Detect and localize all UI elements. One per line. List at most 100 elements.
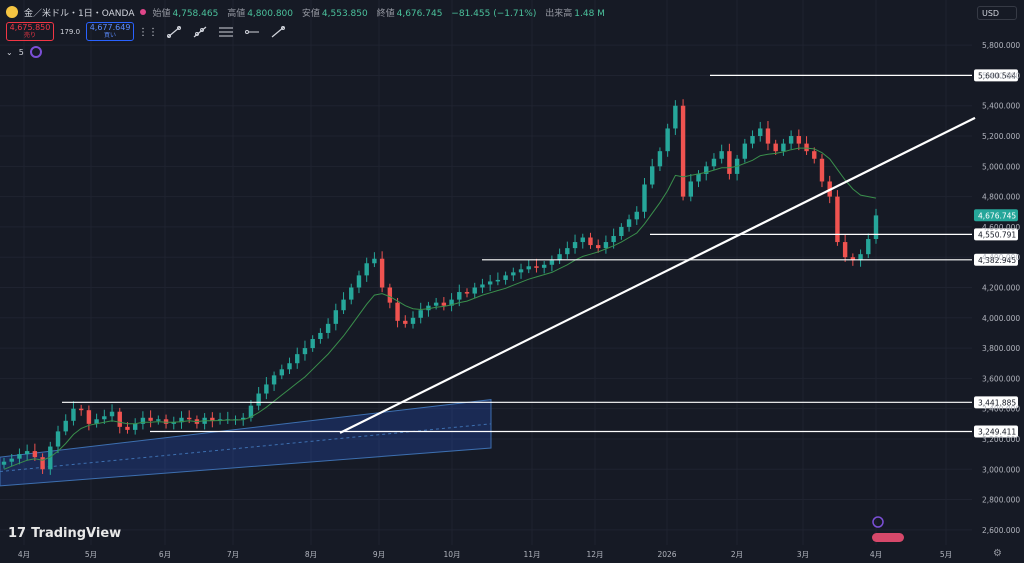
candle-body: [688, 181, 693, 197]
drag-handle-icon[interactable]: ⋮⋮: [138, 26, 158, 38]
economic-events-icon: [872, 533, 904, 542]
candle-body: [650, 166, 655, 185]
x-tick-label: 2026: [657, 550, 676, 559]
candle-body: [256, 393, 261, 406]
y-tick-label: 4,600.000: [982, 223, 1020, 232]
y-tick-label: 4,800.000: [982, 193, 1020, 202]
candle-body: [279, 369, 285, 376]
candle-body: [495, 279, 501, 282]
level-price-label: 4,550.791: [978, 230, 1016, 239]
candle-body: [457, 292, 462, 300]
level-price-tag: [974, 253, 1018, 266]
gold-symbol-icon: [6, 6, 18, 18]
high-value: 4,800.800: [247, 8, 294, 19]
low-value: 4,553.850: [321, 8, 368, 19]
y-tick-label: 3,600.000: [982, 374, 1020, 383]
candle-body: [511, 272, 516, 276]
candle-body: [248, 405, 254, 418]
candle-body: [541, 264, 547, 268]
currency-selector[interactable]: USD: [977, 6, 1017, 20]
brush-tool-icon[interactable]: [270, 25, 286, 39]
candle-body: [295, 354, 300, 364]
tradingview-logo-icon: 𝟭𝟳: [8, 526, 27, 541]
buy-price: 4,677.649: [89, 23, 131, 32]
x-tick-label: 11月: [523, 550, 540, 559]
candle-body: [665, 128, 670, 152]
horizontal-ray-icon[interactable]: [244, 25, 260, 39]
candle-body: [557, 254, 562, 261]
x-tick-label: 5月: [940, 550, 952, 559]
candle-body: [441, 302, 447, 306]
sell-label: 売り: [23, 32, 36, 39]
y-tick-label: 3,400.000: [982, 405, 1020, 414]
y-tick-label: 3,800.000: [982, 344, 1020, 353]
candle-body: [187, 417, 192, 420]
candle-body: [264, 384, 269, 394]
ray-tool-icon[interactable]: [192, 25, 208, 39]
candle-body: [464, 292, 470, 294]
indicator-icon: [29, 46, 42, 58]
symbol-title[interactable]: 金／米ドル・1日・OANDA: [24, 8, 135, 19]
x-tick-label: 8月: [305, 550, 317, 559]
ohlc-values: 始値 4,758.465 高値 4,800.800 安値 4,553.850 終値 4,…: [152, 6, 610, 19]
y-tick-label: 3,200.000: [982, 435, 1020, 444]
close-label: 終値: [376, 8, 395, 19]
level-price-tag: [974, 228, 1018, 241]
candle-body: [765, 128, 771, 144]
candle-body: [379, 258, 385, 288]
candle-body: [750, 136, 755, 144]
candle-body: [426, 305, 431, 311]
candle-body: [271, 375, 277, 385]
candle-body: [580, 237, 585, 243]
trade-panel: 4,675.850 売り 179.0 4,677.649 買い: [6, 22, 135, 41]
candle-body: [673, 105, 678, 129]
candle-body: [449, 299, 454, 306]
candle-body: [310, 339, 315, 349]
candle-body: [410, 317, 416, 324]
candle-body: [171, 422, 176, 424]
level-price-label: 3,249.411: [978, 427, 1016, 436]
candle-body: [595, 245, 601, 249]
y-tick-label: 2,800.000: [982, 496, 1020, 505]
candle-body: [549, 260, 555, 265]
candle-body: [657, 151, 663, 167]
open-value: 4,758.465: [172, 8, 219, 19]
candle-body: [819, 158, 825, 182]
candle-body: [418, 310, 423, 318]
candle-body: [619, 226, 624, 236]
last-price-label: 4,676.745: [978, 211, 1016, 220]
level-price-tag: [974, 396, 1018, 409]
buy-label: 買い: [104, 32, 117, 39]
change-value: −81.455 (−1.71%): [451, 8, 537, 19]
y-tick-label: 5,400.000: [982, 102, 1020, 111]
moving-average-line: [3, 147, 877, 470]
candle-body: [858, 254, 863, 261]
trend-line-icon[interactable]: [166, 25, 182, 39]
candle-body: [395, 302, 400, 321]
candle-body: [642, 184, 647, 212]
indicators-row[interactable]: ⌄ 5: [6, 46, 42, 58]
candle-body: [866, 239, 871, 255]
channel-midline: [0, 423, 492, 473]
chevron-down-icon[interactable]: ⌄: [6, 47, 13, 57]
buy-button[interactable]: 4,677.649 買い: [86, 22, 135, 41]
candle-body: [472, 287, 477, 294]
candle-body: [17, 454, 22, 459]
x-tick-label: 12月: [586, 550, 603, 559]
spread-value: 179.0: [60, 27, 81, 36]
x-tick-label: 3月: [797, 550, 809, 559]
candle-body: [626, 219, 632, 227]
candle-body: [719, 151, 724, 159]
sell-button[interactable]: 4,675.850 売り: [6, 22, 54, 41]
x-tick-label: 4月: [870, 550, 882, 559]
settings-gear-icon[interactable]: ⚙: [993, 548, 1002, 559]
x-tick-label: 4月: [18, 550, 30, 559]
candle-body: [403, 320, 408, 324]
candle-body: [796, 136, 802, 144]
parallel-channel-icon[interactable]: [218, 25, 234, 39]
candle-body: [565, 248, 570, 255]
candle-body: [24, 451, 30, 455]
sell-price: 4,675.850: [9, 23, 51, 32]
candle-body: [109, 411, 115, 417]
